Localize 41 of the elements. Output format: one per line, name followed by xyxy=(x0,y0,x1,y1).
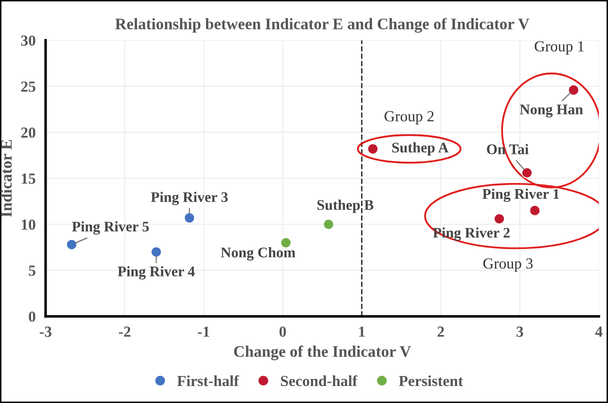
point xyxy=(568,84,580,96)
annotation: Suthep A xyxy=(392,142,449,156)
annotation: Nong Chom xyxy=(220,247,296,261)
annotation: Suthep B xyxy=(317,200,374,213)
annotation: Ping River 1 xyxy=(482,188,559,202)
y-tick-label: 5 xyxy=(28,266,36,276)
y-tick-label: 10 xyxy=(22,219,36,230)
point xyxy=(322,218,334,230)
point xyxy=(184,212,196,224)
point xyxy=(66,239,78,250)
y-axis-title: Indicator E xyxy=(0,140,12,217)
point xyxy=(529,204,540,216)
y-tick-label: 0 xyxy=(28,311,36,322)
annotation: Group 3 xyxy=(483,258,533,272)
x-tick-label: 2 xyxy=(438,326,444,337)
y-tick-label: 30 xyxy=(21,35,36,46)
x-tick-label: 0 xyxy=(279,326,286,337)
y-tick-label: 15 xyxy=(22,174,36,184)
point xyxy=(150,246,162,258)
x-tick-label: -1 xyxy=(198,326,210,337)
annotation: Ping River 3 xyxy=(150,192,228,206)
x-axis-title: Change of the Indicator V xyxy=(234,345,411,360)
chart-title: Relationship between Indicator E and Change of Indicator V xyxy=(115,18,530,33)
point xyxy=(521,167,533,178)
y-tick-label: 25 xyxy=(21,81,36,92)
x-tick-label: -3 xyxy=(40,326,52,337)
annotation: Ping River 5 xyxy=(72,221,149,235)
x-tick-label: 1 xyxy=(359,326,365,337)
point xyxy=(494,213,505,224)
x-tick-label: 4 xyxy=(595,326,602,337)
annotation: Group 1 xyxy=(534,41,584,55)
legend-label: First-half xyxy=(177,375,240,386)
legend-label: Persistent xyxy=(398,375,464,386)
x-tick-label: -2 xyxy=(118,326,130,337)
annotation: Group 2 xyxy=(384,111,434,125)
annotation: Ping River 4 xyxy=(118,266,195,280)
x-tick-label: 3 xyxy=(516,326,524,337)
point xyxy=(367,143,378,154)
legend-label: Second-half xyxy=(280,375,358,386)
y-tick-label: 20 xyxy=(21,127,36,138)
annotation: Nong Han xyxy=(520,104,583,118)
